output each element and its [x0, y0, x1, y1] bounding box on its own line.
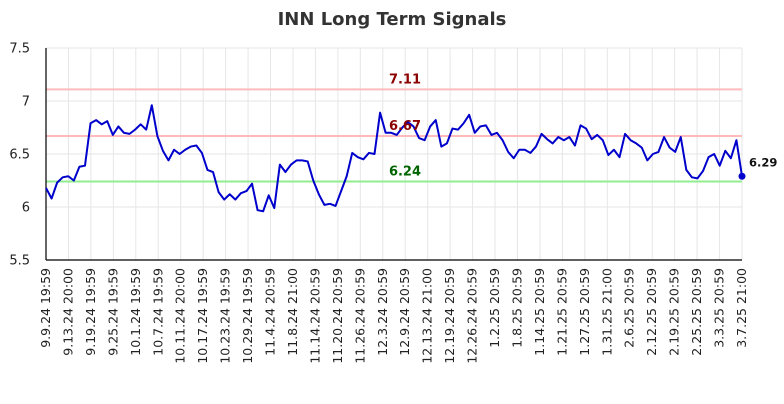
last-value-label: 6.29: [749, 155, 777, 169]
y-tick-label: 7.5: [9, 42, 30, 57]
x-tick-label: 2.6.25 20:59: [622, 268, 637, 348]
x-tick-label: 1.14.25 20:59: [532, 268, 547, 356]
last-point-marker: [738, 172, 746, 180]
reference-line-label: 7.11: [389, 72, 421, 87]
x-tick-label: 1.2.25 20:59: [487, 268, 502, 348]
x-tick-label: 12.13.24 21:00: [420, 268, 435, 364]
x-tick-label: 9.9.24 19:59: [38, 268, 53, 348]
x-tick-label: 3.3.25 20:59: [712, 268, 727, 348]
y-tick-label: 5.5: [9, 254, 30, 269]
x-tick-label: 9.13.24 20:00: [60, 268, 75, 356]
y-tick-label: 7: [22, 95, 30, 110]
x-tick-label: 2.19.25 20:59: [667, 268, 682, 356]
x-tick-label: 1.8.25 20:59: [509, 268, 524, 348]
x-tick-label: 12.19.24 20:59: [442, 268, 457, 364]
x-tick-label: 11.4.24 20:59: [263, 268, 278, 356]
x-tick-label: 1.21.25 20:59: [554, 268, 569, 356]
x-tick-label: 10.11.24 20:00: [173, 268, 188, 364]
x-tick-label: 12.3.24 20:59: [375, 268, 390, 356]
x-tick-label: 10.1.24 19:59: [128, 268, 143, 356]
x-tick-label: 1.31.25 21:00: [599, 268, 614, 356]
reference-line-label: 6.24: [389, 165, 421, 180]
x-tick-label: 9.25.24 19:59: [105, 268, 120, 356]
x-tick-label: 12.26.24 20:59: [465, 268, 480, 364]
x-tick-label: 10.7.24 19:59: [150, 268, 165, 356]
chart-title: INN Long Term Signals: [278, 9, 507, 30]
labels-layer: 7.11 6.67 6.24 6.29: [389, 72, 777, 179]
x-tick-label: 11.20.24 20:59: [330, 268, 345, 364]
y-tick-label: 6: [22, 201, 30, 216]
x-tick-label: 9.19.24 19:59: [83, 268, 98, 356]
x-tick-label: 11.14.24 20:59: [307, 268, 322, 364]
x-tick-label: 3.7.25 21:00: [734, 268, 749, 348]
x-tick-label: 11.8.24 21:00: [285, 268, 300, 356]
x-tick-label: 10.29.24 19:59: [240, 268, 255, 364]
x-tick-label: 2.25.25 20:59: [689, 268, 704, 356]
x-tick-label: 10.23.24 19:59: [218, 268, 233, 364]
x-tick-label: 11.26.24 20:59: [352, 268, 367, 364]
x-tick-label: 10.17.24 19:59: [195, 268, 210, 364]
x-tick-label: 2.12.25 20:59: [644, 268, 659, 356]
series-layer: [45, 104, 746, 213]
x-tick-label: 12.9.24 20:59: [397, 268, 412, 356]
series-line: [45, 104, 743, 213]
y-tick-label: 6.5: [9, 148, 30, 163]
axes: 5.5 6 6.5 7 7.5 9.9.24 19:59 9.13.24 20:00 9.19…: [9, 42, 749, 364]
x-tick-label: 1.27.25 20:59: [577, 268, 592, 356]
reference-line-label: 6.67: [389, 119, 421, 134]
